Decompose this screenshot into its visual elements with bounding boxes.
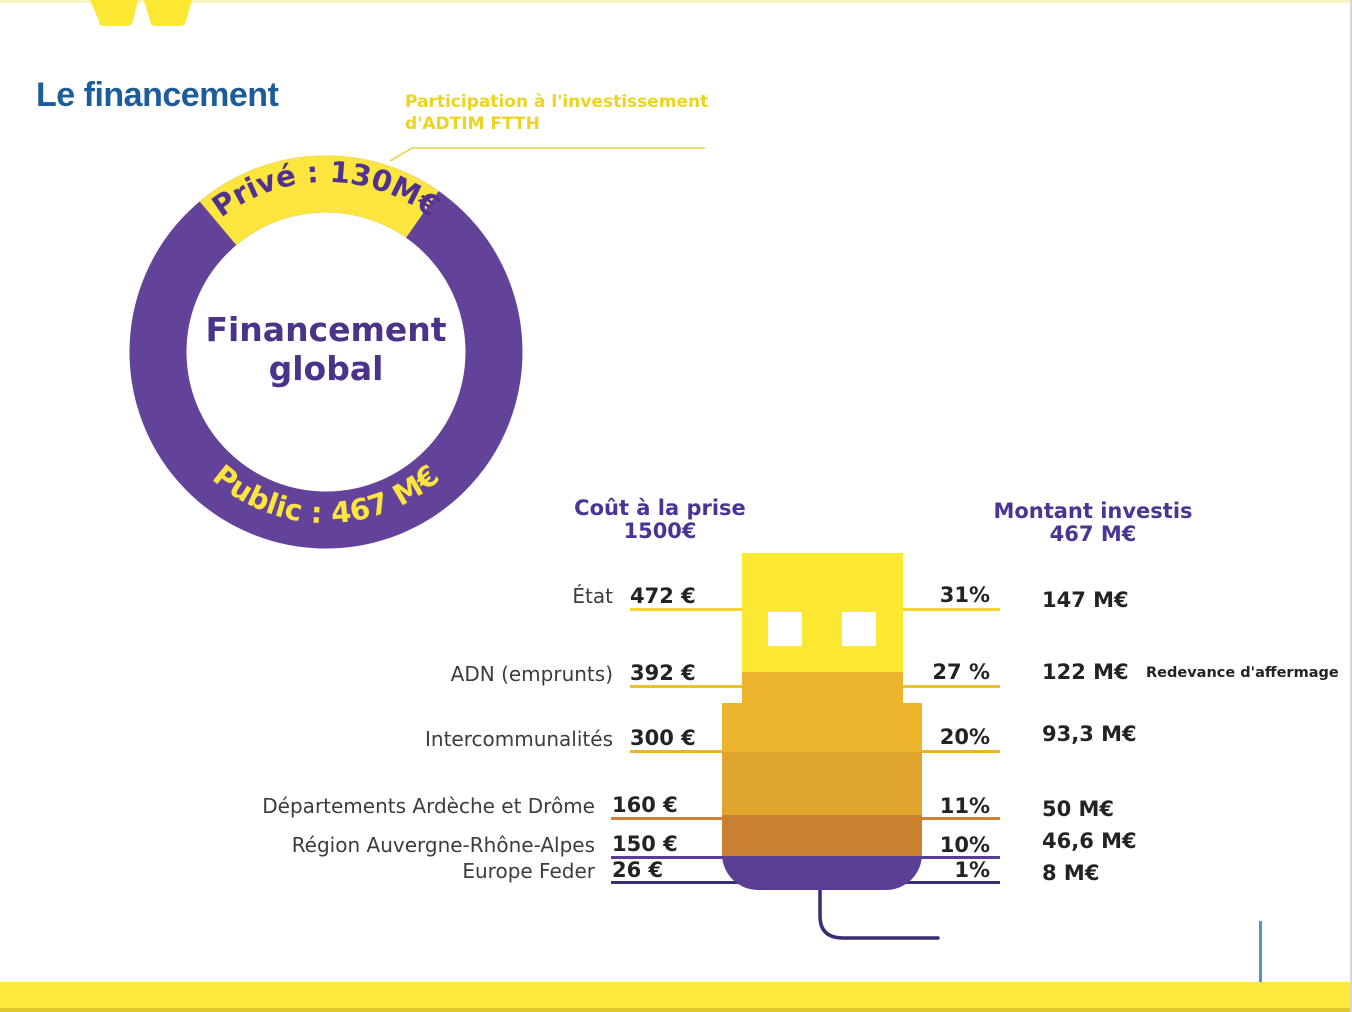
donut-segment-prive	[199, 155, 439, 246]
row-cost-value: 472 €	[630, 584, 696, 608]
usb-cable-icon	[818, 882, 940, 940]
accent-vertical-line	[1259, 921, 1262, 982]
row-label: Intercommunalités	[425, 727, 613, 751]
page-title: Le financement	[36, 76, 279, 114]
page-right-border	[1350, 0, 1352, 1012]
row-note: Redevance d'affermage	[1146, 665, 1339, 681]
footer-bar	[0, 982, 1352, 1012]
row-amount-value: 147 M€	[1042, 588, 1129, 612]
row-amount-value: 8 M€	[1042, 861, 1100, 885]
row-percent: 20%	[939, 725, 990, 749]
column-header-invested: Montant investis 467 M€	[991, 500, 1195, 546]
donut-center-title-line1: Financement	[205, 310, 446, 349]
row-amount-value: 50 M€	[1042, 797, 1115, 821]
row-amount-value: 46,6 M€	[1042, 829, 1137, 853]
row-amount-value: 122 M€	[1042, 660, 1129, 684]
row-cost-value: 300 €	[630, 726, 696, 750]
callout-connector-line	[389, 147, 705, 162]
usb-pin-icon	[842, 612, 876, 646]
row-percent: 11%	[939, 794, 990, 818]
row-amount-value: 93,3 M€	[1042, 722, 1137, 746]
column-header-cost: Coût à la prise 1500€	[558, 497, 762, 543]
top-edge-strip	[0, 0, 1352, 3]
usb-pin-icon	[768, 612, 802, 646]
row-percent: 10%	[939, 833, 990, 857]
row-label: Europe Feder	[462, 859, 595, 883]
row-label: État	[572, 584, 613, 608]
row-cost-value: 160 €	[612, 793, 678, 817]
donut-center-title-line2: global	[269, 349, 384, 388]
row-label: ADN (emprunts)	[450, 662, 613, 686]
usb-plug-connector	[742, 553, 903, 703]
column-header-cost-line1: Coût à la prise	[574, 496, 746, 520]
column-header-invested-line2: 467 M€	[1049, 522, 1137, 546]
row-percent: 31%	[939, 583, 990, 607]
row-percent: 27 %	[932, 660, 990, 684]
column-header-cost-line2: 1500€	[623, 519, 697, 543]
callout-annotation: Participation à l'investissement d'ADTIM…	[405, 91, 708, 135]
row-label: Région Auvergne-Rhône-Alpes	[291, 833, 595, 857]
row-cost-value: 26 €	[612, 858, 664, 882]
callout-line2: d'ADTIM FTTH	[405, 114, 540, 134]
row-cost-value: 150 €	[612, 832, 678, 856]
w-logo-icon	[90, 0, 192, 26]
row-label: Départements Ardèche et Drôme	[262, 794, 595, 818]
column-header-invested-line1: Montant investis	[993, 499, 1193, 523]
row-percent: 1%	[954, 858, 990, 882]
donut-chart: Privé : 130M€ Public : 467 M€ Financemen…	[129, 155, 523, 549]
callout-line1: Participation à l'investissement	[405, 92, 709, 112]
usb-plug-body	[722, 703, 922, 890]
row-cost-value: 392 €	[630, 661, 696, 685]
